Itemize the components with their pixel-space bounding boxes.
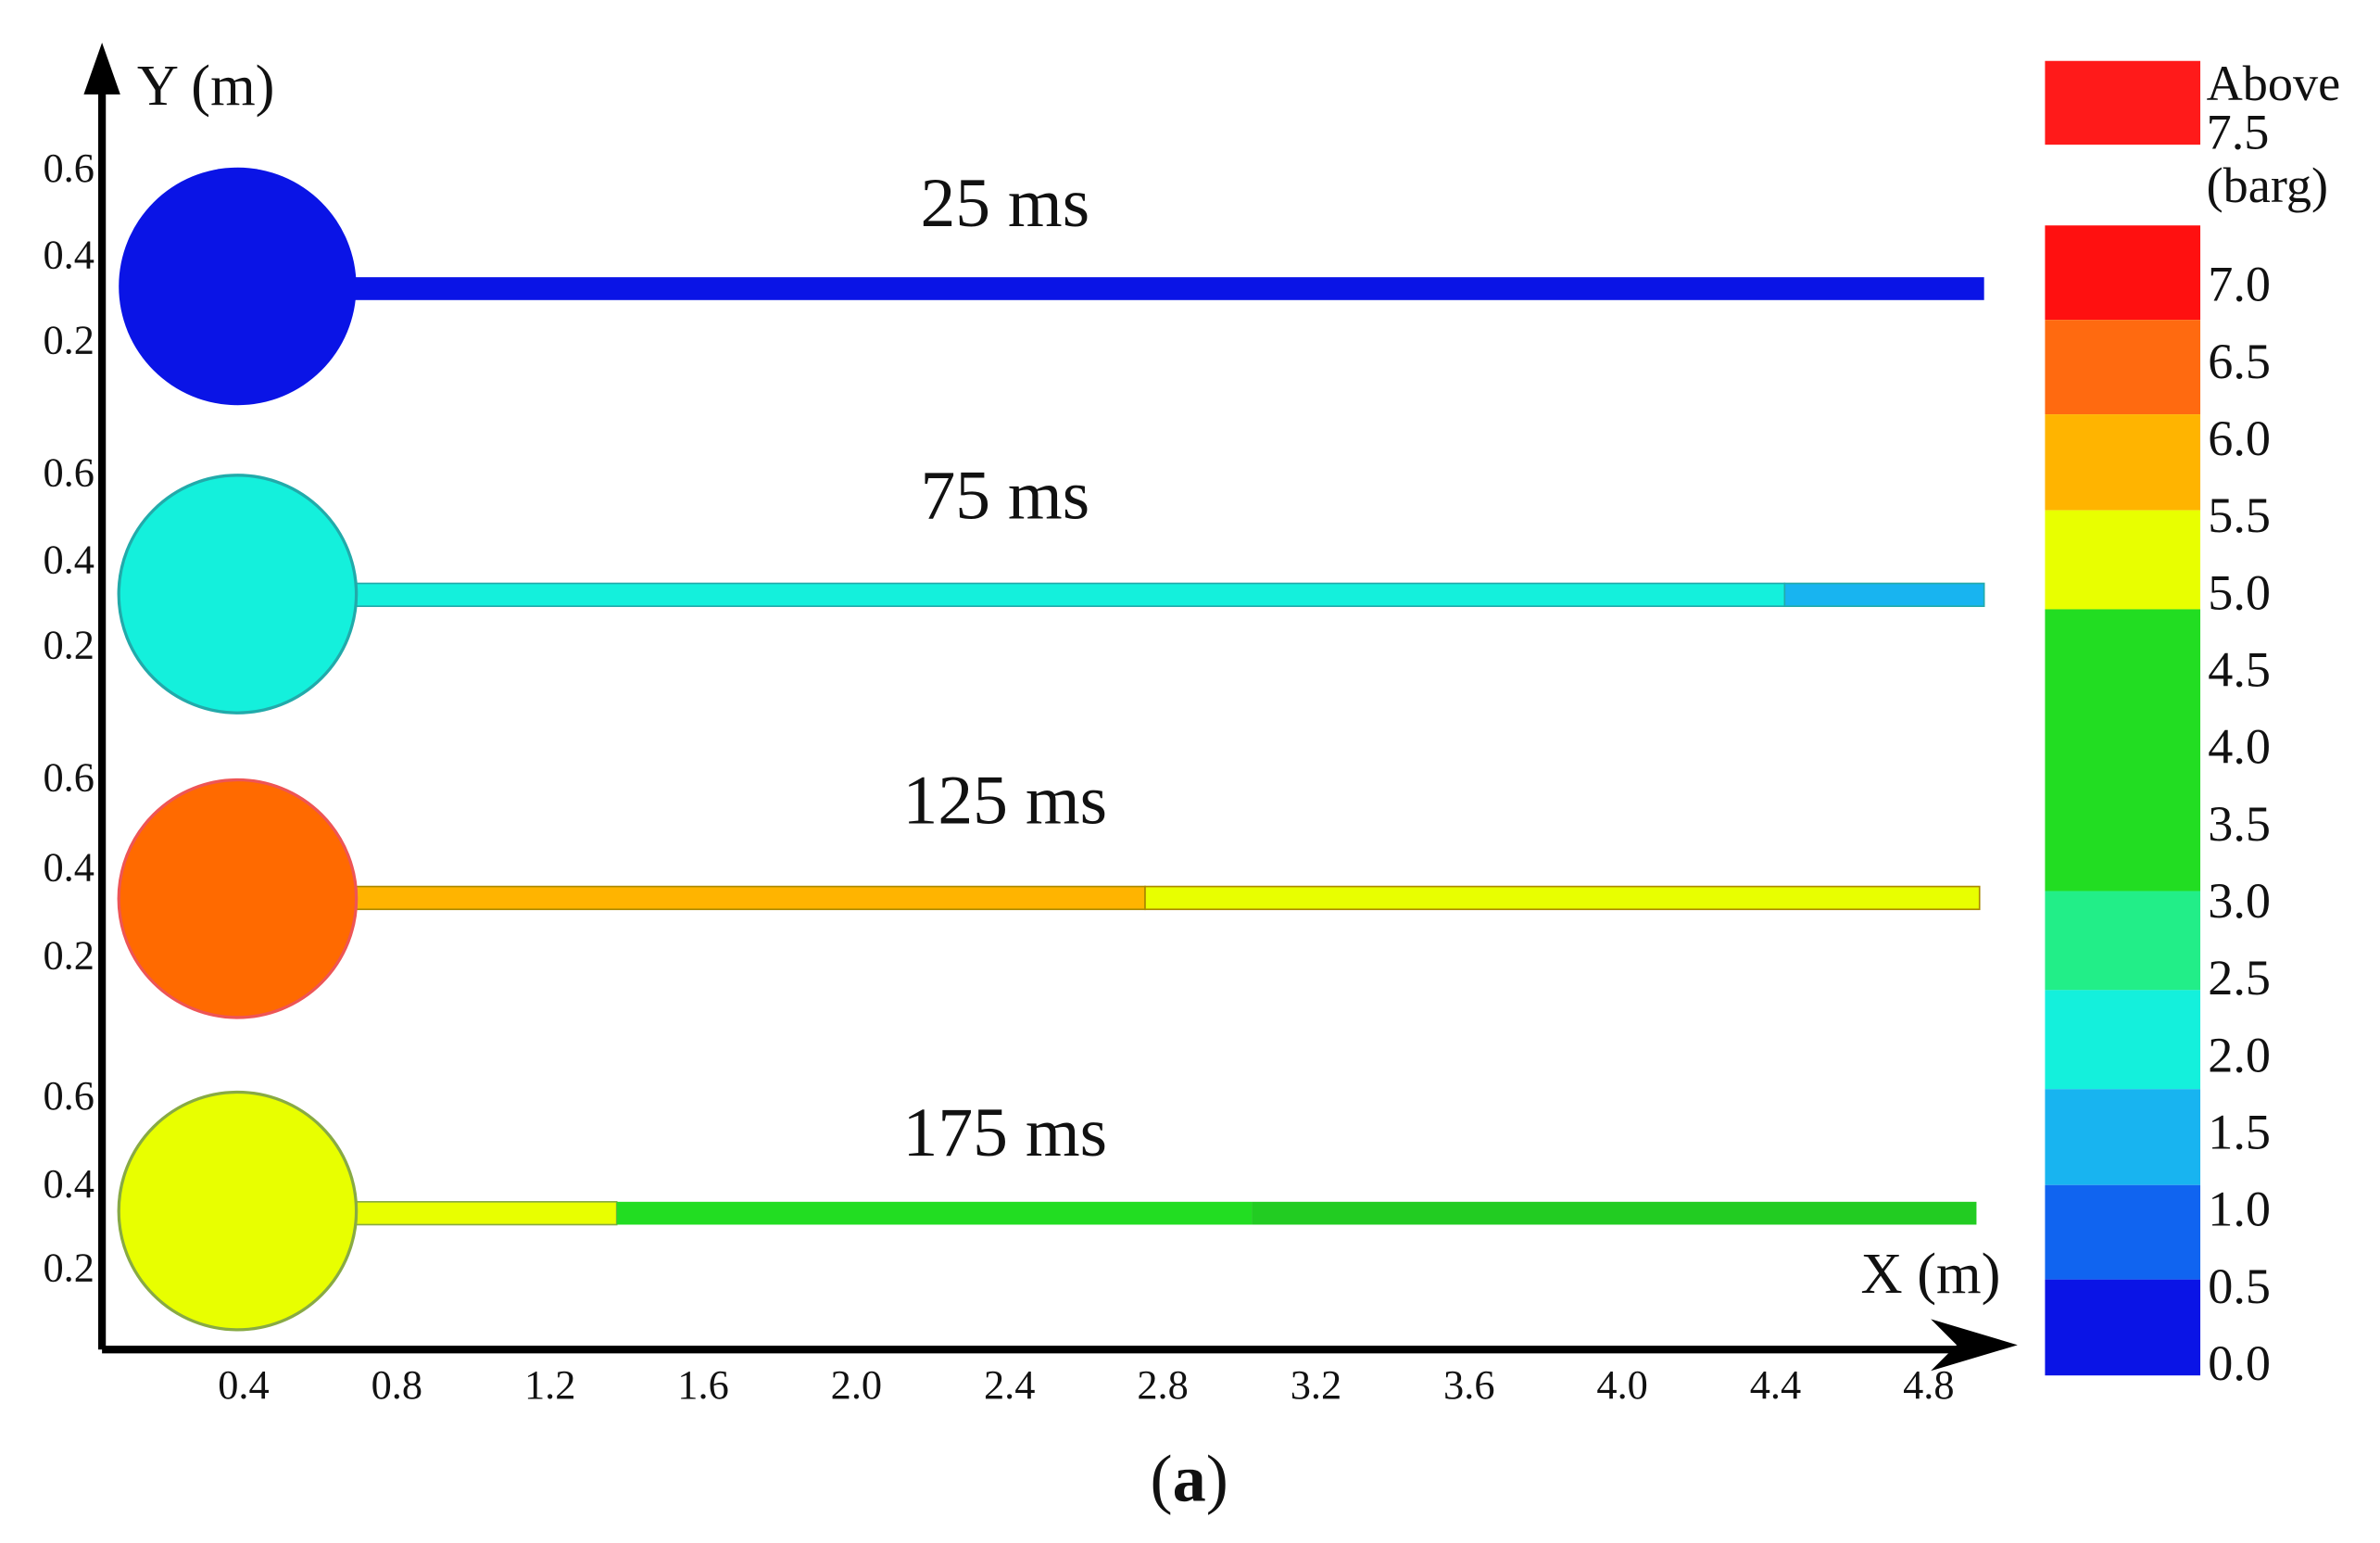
frame-label: 175 ms (903, 1094, 1108, 1171)
x-tick-label: 2.8 (1137, 1361, 1188, 1408)
x-tick-label: 2.0 (831, 1361, 882, 1408)
x-tick-label: 3.2 (1291, 1361, 1341, 1408)
legend-level-label: 3.5 (2208, 796, 2271, 852)
band (2045, 609, 2201, 892)
vessel (117, 474, 359, 715)
y-tick-label: 0.4 (43, 232, 94, 278)
y-tick-label: 0.4 (43, 536, 94, 582)
x-arrow (1931, 1319, 2018, 1372)
legend-level-label: 6.0 (2208, 411, 2271, 466)
legend-above-label: (barg) (2207, 158, 2328, 213)
caption-part: ( (1151, 1441, 1173, 1515)
y-tick-label: 0.4 (43, 1160, 94, 1207)
band (2045, 225, 2201, 321)
band (2045, 891, 2201, 991)
legend-level-label: 0.5 (2208, 1258, 2271, 1314)
vessel (117, 778, 359, 1019)
band (2045, 414, 2201, 511)
legend-above-label: 7.5 (2207, 104, 2270, 159)
pipe (352, 1201, 618, 1226)
vessel (119, 167, 357, 406)
pipe (1252, 1201, 1977, 1225)
x-tick-label: 0.8 (371, 1361, 422, 1408)
y-tick-label: 0.2 (43, 932, 94, 979)
x-tick-label: 1.6 (677, 1361, 728, 1408)
pipe (1144, 885, 1981, 911)
pipe (1783, 582, 1985, 607)
band (2045, 320, 2201, 415)
band (2045, 1089, 2201, 1185)
vessel (117, 1090, 359, 1332)
x-tick-label: 4.4 (1750, 1361, 1801, 1408)
y-tick-label: 0.2 (43, 621, 94, 667)
frame-label: 25 ms (920, 165, 1089, 242)
y-tick-label: 0.2 (43, 317, 94, 363)
legend-level-label: 6.5 (2208, 334, 2271, 389)
legend-level-label: 3.0 (2208, 873, 2271, 929)
legend-level-label: 7.0 (2208, 257, 2271, 312)
y-tick-label: 0.4 (43, 843, 94, 890)
band (2045, 510, 2201, 610)
pipe (352, 885, 1146, 911)
frame-25 (119, 167, 1984, 406)
caption-part: ) (1206, 1441, 1228, 1515)
x-tick-label: 4.0 (1596, 1361, 1647, 1408)
legend-level-label: 0.0 (2208, 1335, 2271, 1391)
y-tick-label: 0.6 (43, 145, 94, 191)
x-axis-label: X (m) (1861, 1241, 2001, 1306)
frame-label: 125 ms (903, 762, 1108, 839)
legend-level-label: 2.5 (2208, 950, 2271, 1005)
legend-level-label: 1.0 (2208, 1182, 2271, 1237)
caption: (a) (1151, 1441, 1228, 1515)
x-tick-label: 2.4 (984, 1361, 1035, 1408)
legend-level-label: 4.5 (2208, 642, 2271, 698)
legend-level-label: 1.5 (2208, 1105, 2271, 1160)
frame-label: 75 ms (920, 458, 1089, 535)
band (2045, 1279, 2201, 1376)
y-axis-label: Y (m) (137, 53, 275, 118)
y-tick-label: 0.6 (43, 753, 94, 800)
legend-level-label: 4.0 (2208, 719, 2271, 775)
above-swatch (2045, 60, 2201, 145)
y-tick-label: 0.6 (43, 449, 94, 496)
legend-level-label: 2.0 (2208, 1027, 2271, 1082)
x-tick-label: 4.8 (1903, 1361, 1954, 1408)
frame-175 (117, 1090, 1977, 1332)
x-tick-label: 1.2 (524, 1361, 575, 1408)
color-bar (2045, 60, 2201, 1376)
pipe (616, 1201, 1253, 1225)
y-tick-label: 0.6 (43, 1072, 94, 1119)
x-tick-label: 3.6 (1443, 1361, 1494, 1408)
x-tick-label: 0.4 (218, 1361, 269, 1408)
y-arrow (83, 43, 120, 95)
legend-level-label: 5.0 (2208, 564, 2271, 620)
legend-level-label: 5.5 (2208, 487, 2271, 543)
band (2045, 990, 2201, 1090)
legend-above-label: Above (2207, 56, 2341, 111)
caption-part: a (1173, 1441, 1206, 1515)
y-tick-label: 0.2 (43, 1245, 94, 1291)
frame-125 (117, 778, 1981, 1019)
pipe (353, 277, 1984, 300)
frame-75 (117, 474, 1985, 715)
band (2045, 1184, 2201, 1280)
pipe (352, 582, 1786, 607)
